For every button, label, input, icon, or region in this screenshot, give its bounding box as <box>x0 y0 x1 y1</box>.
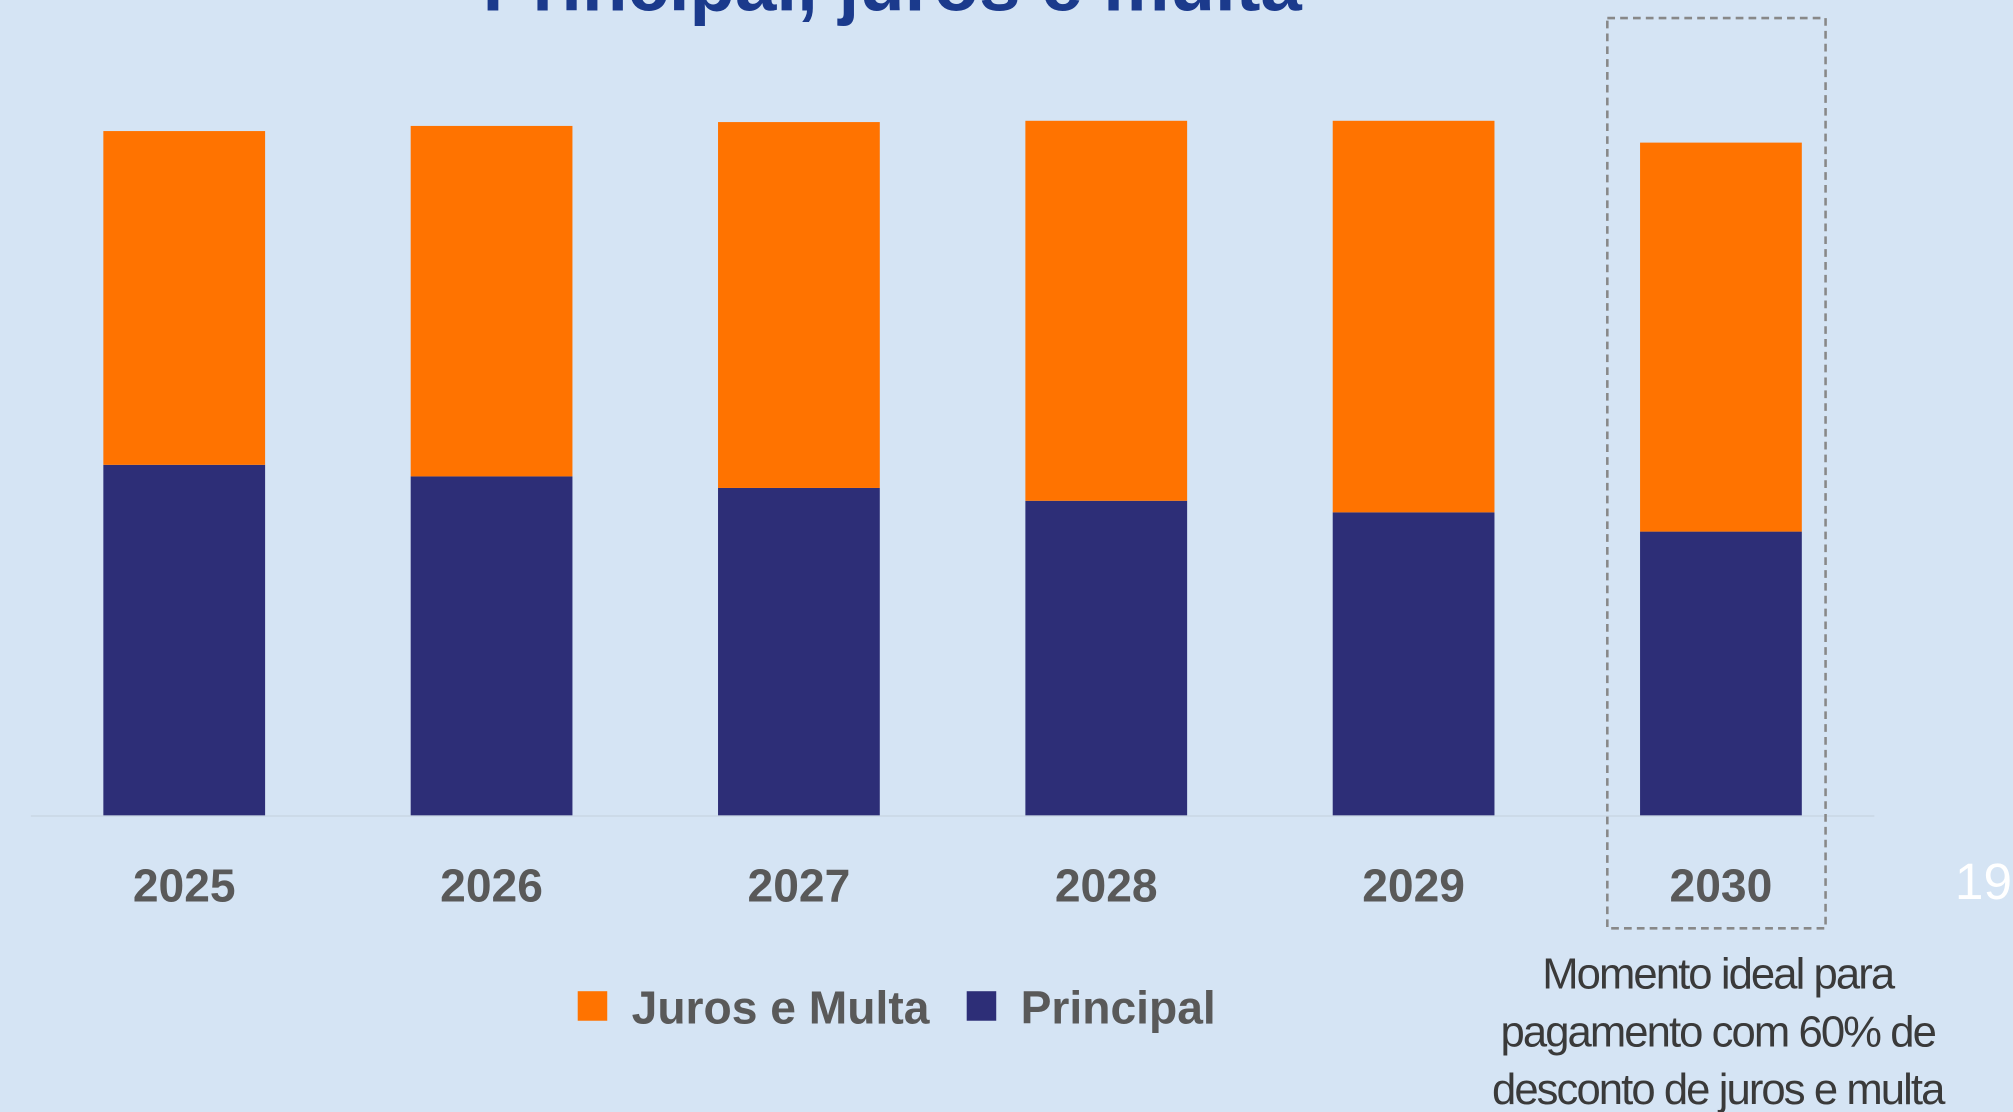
bar-segment <box>1025 500 1188 816</box>
annotation-line: desconto de juros e multa <box>1492 1065 1946 1112</box>
legend-swatch <box>966 991 997 1021</box>
page-number: 19 <box>1955 853 2012 910</box>
bar-segment <box>103 464 266 816</box>
bar-segment <box>410 476 573 816</box>
bar-segment <box>718 487 880 816</box>
bar-segment <box>1640 142 1802 532</box>
annotation-line: pagamento com 60% de <box>1501 1007 1936 1056</box>
legend-label: Principal <box>1021 981 1216 1033</box>
bar-segment <box>1332 120 1495 513</box>
x-tick-label: 2029 <box>1362 859 1465 911</box>
highlight-box <box>1606 16 1827 930</box>
x-tick-label: 2026 <box>440 859 543 911</box>
legend-label: Juros e Multa <box>632 981 930 1033</box>
bar-segment <box>1640 531 1802 816</box>
annotation-line: Momento ideal para <box>1542 950 1896 999</box>
legend-swatch <box>577 991 608 1021</box>
bar-segment <box>103 131 266 465</box>
chart-title: Principal, juros e multa <box>483 0 1303 26</box>
bar-segment <box>1332 512 1495 816</box>
x-tick-label: 2030 <box>1670 859 1773 911</box>
x-tick-label: 2027 <box>748 859 851 911</box>
x-tick-label: 2028 <box>1055 859 1158 911</box>
bar-segment <box>410 125 573 477</box>
bar-segment <box>1025 120 1188 501</box>
bar-segment <box>718 122 880 488</box>
x-tick-label: 2025 <box>133 859 236 911</box>
